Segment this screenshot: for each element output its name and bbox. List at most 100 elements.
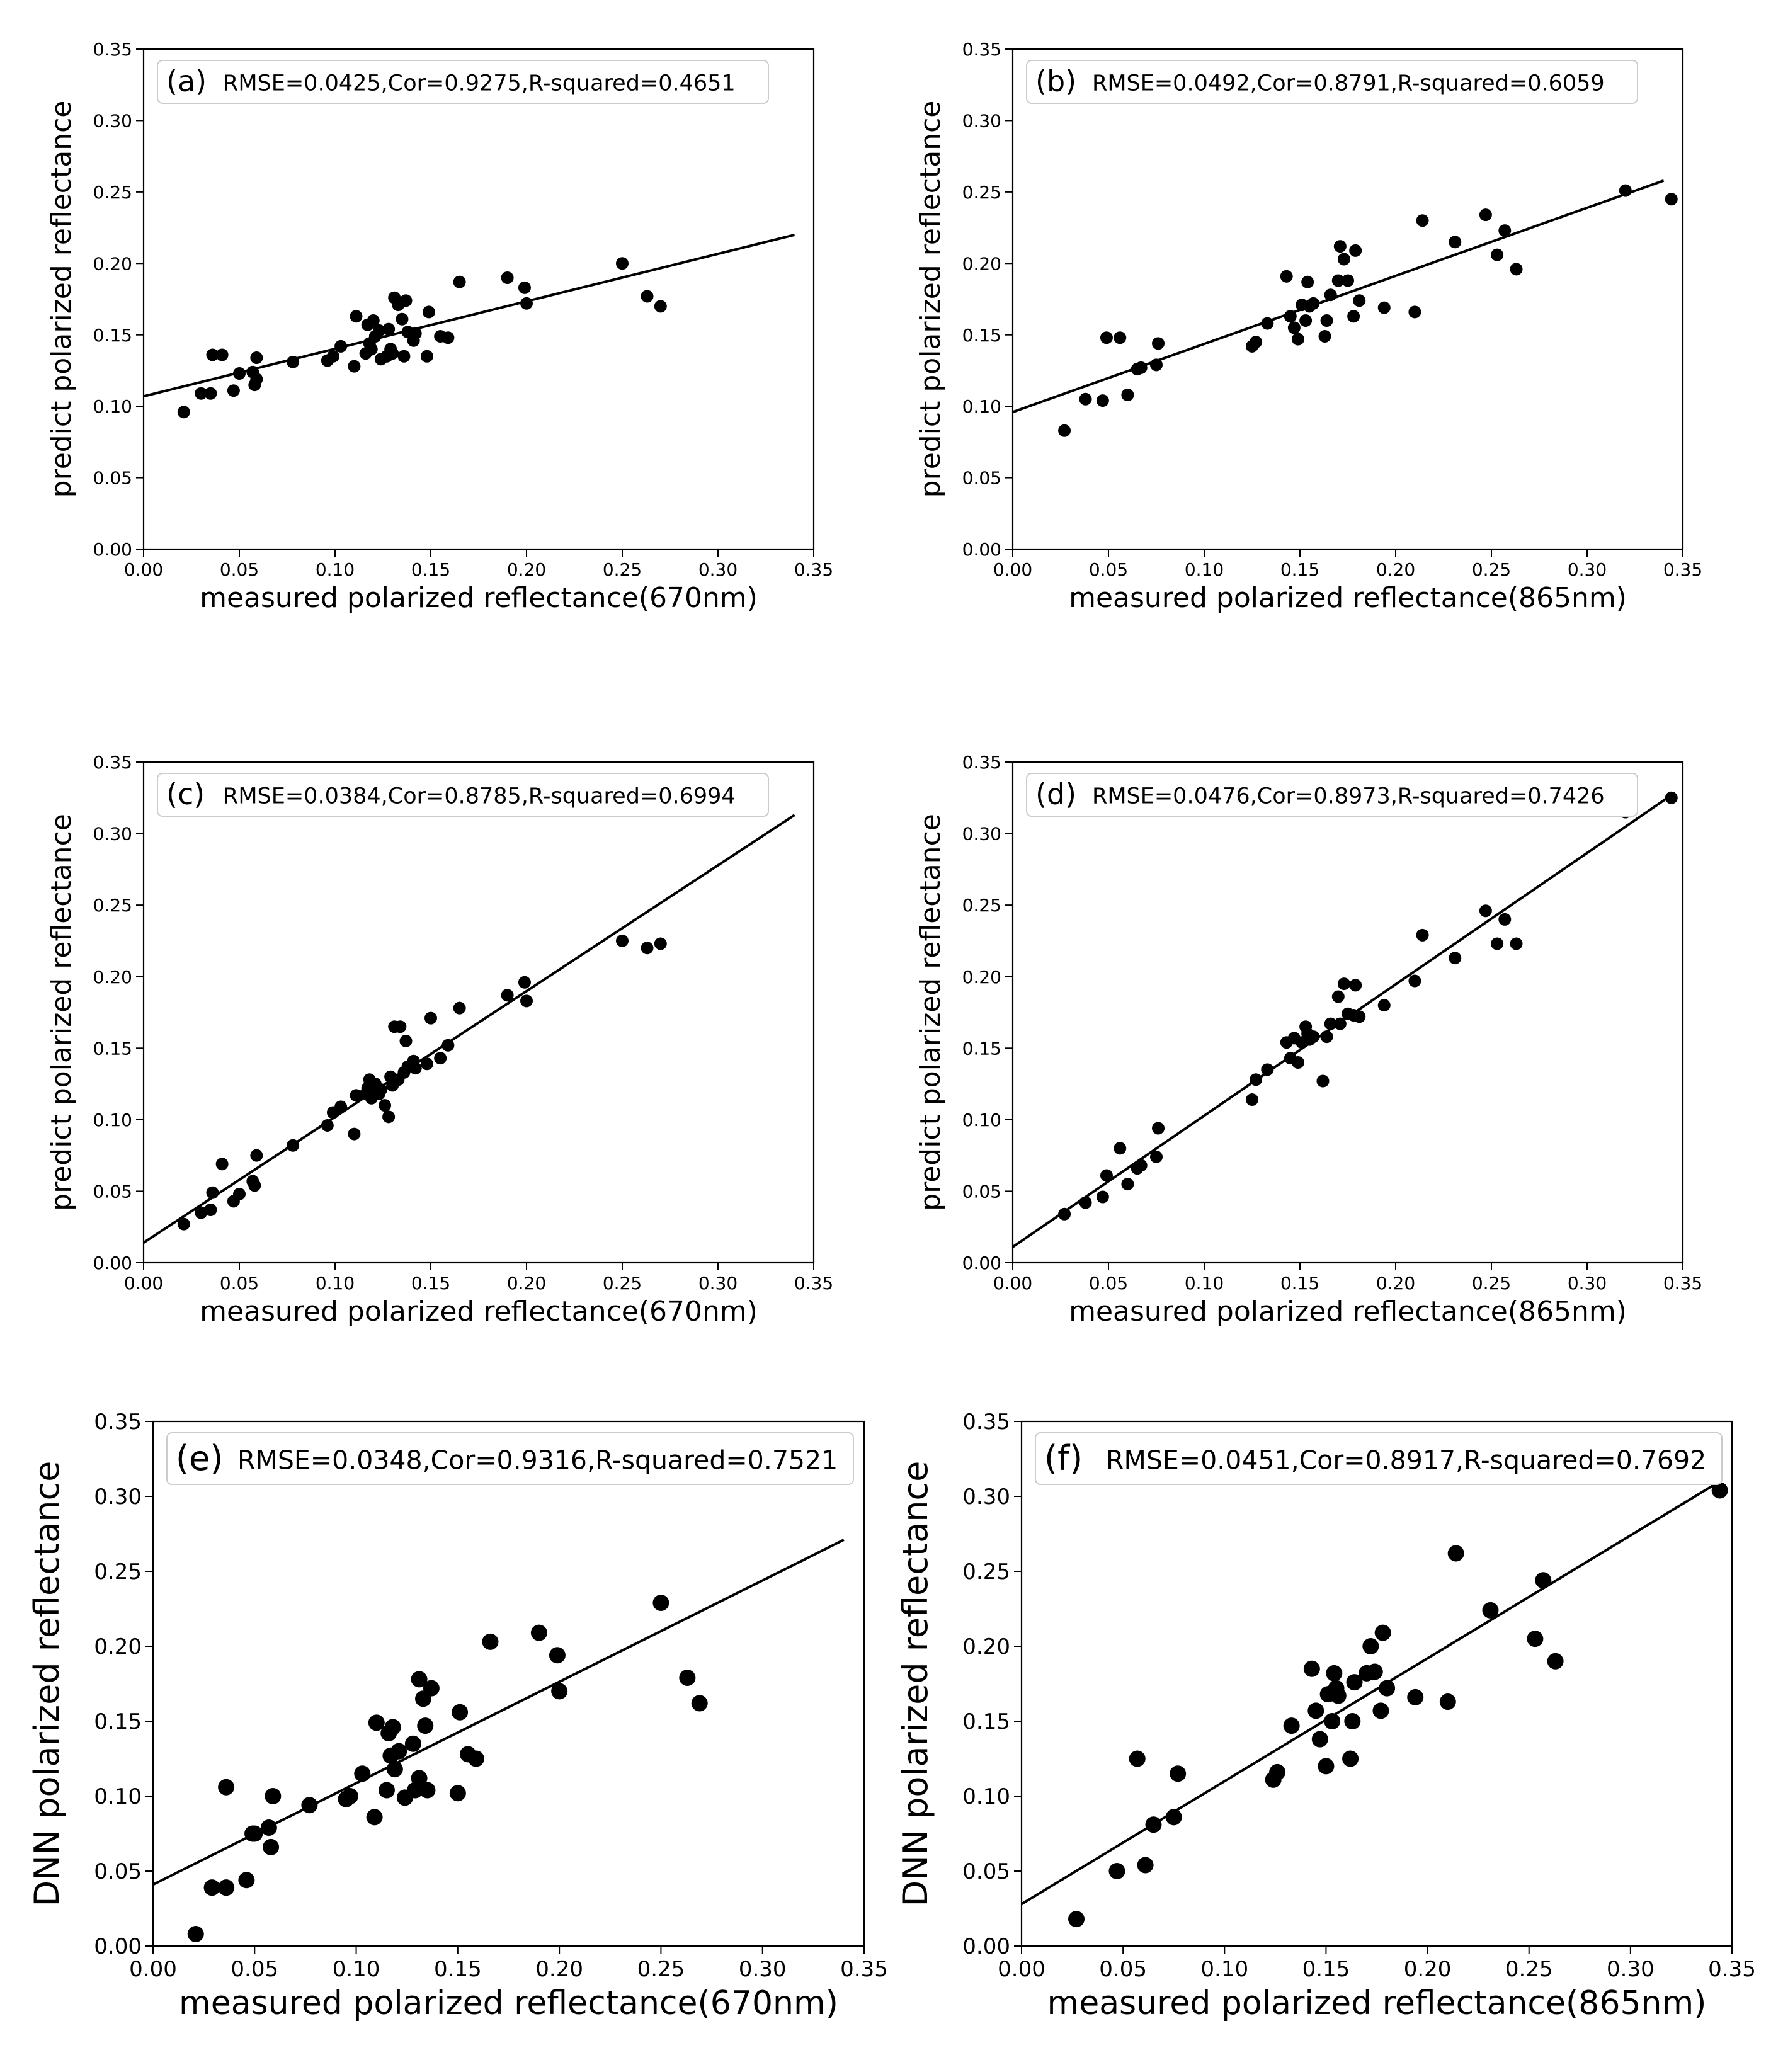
y-tick-label: 0.25 [962, 182, 1001, 203]
x-tick-label: 0.30 [1568, 559, 1607, 580]
y-tick-label: 0.00 [962, 539, 1001, 560]
data-point [616, 934, 629, 947]
y-tick-label: 0.20 [94, 1634, 142, 1659]
y-tick-label: 0.15 [962, 1709, 1010, 1734]
chart-panel-c: 0.00 0.05 0.10 0.15 0.20 0.25 0.30 0.35 0.00 0.05… [45, 752, 833, 1328]
y-tick-label: 0.30 [93, 824, 132, 845]
data-point [372, 324, 385, 337]
x-tick-label: 0.10 [1200, 1957, 1248, 1982]
data-point [1711, 1482, 1728, 1499]
data-point [204, 1203, 217, 1216]
x-tick-label: 0.00 [124, 1273, 163, 1294]
data-point [1349, 244, 1362, 257]
data-point [691, 1695, 708, 1712]
y-tick-label: 0.35 [962, 752, 1001, 773]
y-tick-label: 0.05 [93, 1181, 132, 1202]
data-point [1170, 1765, 1187, 1782]
data-point [1665, 791, 1678, 804]
x-tick-label: 0.05 [1089, 1273, 1128, 1294]
x-tick-label: 0.35 [840, 1957, 888, 1982]
data-point [1303, 1660, 1320, 1677]
y-tick-label: 0.05 [962, 1859, 1010, 1884]
data-point [679, 1669, 696, 1686]
data-point [386, 1761, 403, 1778]
data-point [1439, 1693, 1456, 1711]
data-point [616, 257, 629, 270]
data-point [1326, 1665, 1343, 1682]
data-point [1114, 331, 1127, 344]
y-tick-label: 0.30 [962, 1484, 1010, 1510]
data-point [301, 1797, 318, 1814]
data-point [1337, 977, 1350, 991]
data-point [1353, 1010, 1366, 1023]
y-tick-label: 0.15 [93, 325, 132, 346]
data-point [195, 387, 208, 400]
data-point [1311, 1731, 1328, 1748]
data-point [441, 1039, 455, 1052]
data-point [654, 300, 667, 313]
plot-frame [142, 48, 815, 550]
data-point [641, 942, 654, 955]
data-point [379, 1099, 392, 1112]
x-axis-title: measured polarized reflectance(865nm) [1069, 582, 1627, 614]
y-tick-label: 0.35 [962, 1409, 1010, 1435]
y-tick-label: 0.05 [962, 468, 1001, 489]
x-tick-label: 0.20 [1404, 1957, 1452, 1982]
data-point [1482, 1602, 1499, 1619]
y-tick-label: 0.15 [962, 1038, 1001, 1059]
panel-label: (b) [1035, 64, 1076, 98]
data-point [453, 275, 466, 288]
y-tick-label: 0.15 [94, 1709, 142, 1734]
data-point [260, 1819, 277, 1836]
x-tick-label: 0.15 [411, 1273, 450, 1294]
data-point [354, 1765, 371, 1782]
y-tick-label: 0.20 [962, 1634, 1010, 1659]
data-point [348, 1127, 361, 1141]
data-point [1547, 1653, 1564, 1670]
x-tick-label: 0.30 [739, 1957, 787, 1982]
data-point [382, 322, 396, 336]
y-tick-label: 0.15 [93, 1038, 132, 1059]
y-axis-title: DNN polarized reflectance [27, 1461, 67, 1907]
data-point [1491, 937, 1504, 950]
data-point [1269, 1763, 1286, 1780]
data-point [449, 1785, 466, 1802]
data-point [1665, 193, 1678, 206]
data-point [654, 937, 667, 950]
y-tick-label: 0.25 [962, 895, 1001, 916]
y-tick-label: 0.10 [962, 396, 1001, 417]
data-point [1527, 1631, 1544, 1648]
data-point [1108, 1863, 1125, 1879]
x-tick-label: 0.00 [993, 559, 1032, 580]
data-point [1287, 321, 1301, 334]
data-point [520, 297, 533, 310]
x-tick-label: 0.10 [333, 1957, 380, 1982]
x-tick-label: 0.15 [411, 559, 450, 580]
data-point [482, 1633, 499, 1650]
x-tick-label: 0.20 [1376, 559, 1415, 580]
data-point [195, 1206, 208, 1219]
data-point [1261, 317, 1274, 330]
data-point [551, 1683, 568, 1700]
stats-text: RMSE=0.0451,Cor=0.8917,R-squared=0.7692 [1106, 1445, 1706, 1475]
data-point [1058, 1207, 1071, 1221]
y-tick-label: 0.00 [93, 539, 132, 560]
data-point [1291, 333, 1304, 346]
data-point [1449, 952, 1462, 965]
y-tick-label: 0.05 [962, 1181, 1001, 1202]
data-point [1491, 248, 1504, 261]
x-tick-label: 0.10 [316, 1273, 355, 1294]
data-point [378, 1782, 395, 1799]
data-point [1330, 1687, 1347, 1704]
data-point [441, 331, 455, 344]
x-tick-label: 0.05 [220, 1273, 259, 1294]
data-point [1150, 358, 1163, 372]
data-point [1331, 274, 1345, 287]
data-point [1416, 928, 1429, 942]
annotation-box [166, 1432, 854, 1485]
data-point [1079, 1196, 1092, 1209]
data-point [1096, 394, 1109, 407]
data-point [1408, 305, 1421, 319]
x-axis-title: measured polarized reflectance(670nm) [200, 582, 758, 614]
data-point [422, 305, 435, 319]
